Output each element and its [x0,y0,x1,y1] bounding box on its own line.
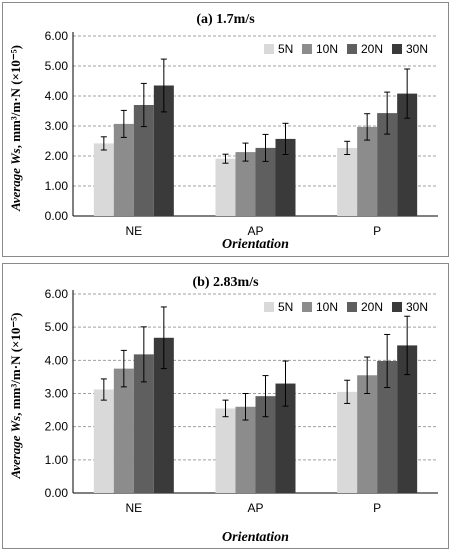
bar-30N-AP [275,383,296,493]
bar-10N-NE [113,123,134,216]
y-tick-label: 1.00 [45,179,69,193]
bar-10N-P [357,375,378,493]
y-tick-label: 4.00 [45,89,69,103]
y-tick-label: 2.00 [45,149,69,163]
chart-title: (b) 2.83m/s [192,275,259,290]
bar-10N-NE [113,368,134,493]
y-tick-label: 3.00 [45,387,69,401]
x-tick-label: AP [247,224,263,238]
chart-panel-a: (a) 1.7m/s 0.00 1.00 2.00 3.00 4.00 5.00 6.00 NE… [2,2,449,257]
bar-10N-P [357,126,378,216]
bar-5N-NE [93,143,114,216]
y-axis-label-units: , mm³/m·N (×10⁻⁵) [8,45,23,148]
bar-30N-NE [153,85,174,216]
y-tick-label: 0.00 [45,209,69,223]
y-axis-label-units: , mm³/m·N (×10⁻⁵) [8,312,23,415]
x-axis-label: Orientation [222,237,289,252]
y-tick-label: 3.00 [45,119,69,133]
chart-b-svg: (b) 2.83m/s 0.00 1.00 2.00 3.00 4.00 5.00 6.00 N… [8,275,438,545]
y-tick-label: 6.00 [45,287,69,301]
bar-20N-AP [255,147,276,216]
x-tick-label: P [373,224,381,238]
legend-label-5N: 5N [278,300,293,314]
legend-swatch-10N [302,302,312,312]
bar-5N-AP [215,408,236,493]
legend-label-10N: 10N [316,42,338,56]
legend-swatch-20N [347,44,357,54]
legend-label-20N: 20N [361,300,383,314]
bar-20N-P [377,113,398,216]
bar-5N-NE [93,389,114,493]
bar-5N-P [337,147,358,216]
x-tick-label: AP [247,501,263,515]
bar-10N-AP [235,152,256,216]
bar-30N-NE [153,337,174,493]
y-tick-label: 2.00 [45,420,69,434]
chart-a-svg: (a) 1.7m/s 0.00 1.00 2.00 3.00 4.00 5.00 6.00 NE… [8,12,438,252]
x-axis-label: Orientation [222,530,289,545]
bar-30N-P [397,345,418,493]
y-tick-label: 4.00 [45,353,69,367]
legend-label-10N: 10N [316,300,338,314]
legend-label-30N: 30N [406,42,428,56]
x-tick-label: P [373,501,381,515]
y-axis-label-var: Ws [8,416,23,433]
legend-swatch-5N [264,44,274,54]
bar-20N-NE [133,354,154,493]
legend-label-20N: 20N [361,42,383,56]
bar-30N-P [397,93,418,216]
legend-swatch-5N [264,302,274,312]
legend-swatch-30N [392,302,402,312]
x-tick-label: NE [125,501,142,515]
y-tick-label: 5.00 [45,59,69,73]
y-tick-label: 6.00 [45,29,69,43]
y-axis-label-prefix: Average [8,165,23,212]
y-tick-label: 1.00 [45,453,69,467]
bar-5N-AP [215,158,236,216]
y-axis-label-var: Ws [8,148,23,165]
legend-swatch-30N [392,44,402,54]
bar-5N-P [337,391,358,493]
chart-panel-b: (b) 2.83m/s 0.00 1.00 2.00 3.00 4.00 5.00 6.00 N… [2,263,449,549]
y-axis-label: Average Ws, mm³/m·N (×10⁻⁵) [8,312,23,479]
legend-swatch-20N [347,302,357,312]
y-tick-label: 5.00 [45,320,69,334]
y-axis-label: Average Ws, mm³/m·N (×10⁻⁵) [8,45,23,212]
legend-swatch-10N [302,44,312,54]
bar-30N-AP [275,138,296,216]
legend-label-5N: 5N [278,42,293,56]
bar-20N-NE [133,105,154,216]
y-axis-label-prefix: Average [8,432,23,479]
y-tick-label: 0.00 [45,486,69,500]
bar-20N-P [377,360,398,493]
x-tick-label: NE [125,224,142,238]
bar-10N-AP [235,406,256,493]
chart-title: (a) 1.7m/s [196,12,255,27]
bar-20N-AP [255,396,276,493]
legend-label-30N: 30N [406,300,428,314]
